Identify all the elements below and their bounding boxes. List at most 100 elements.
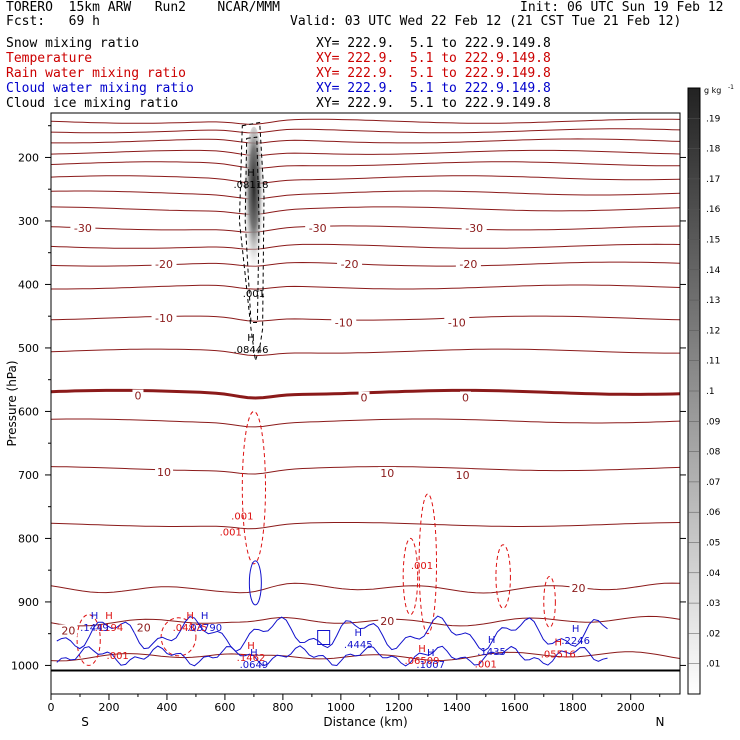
cloud-ice-shading bbox=[242, 126, 265, 303]
legend-cloudwater-xy: XY= 222.9. 5.1 to 222.9.149.8 bbox=[316, 81, 551, 96]
isotherm-line bbox=[50, 225, 681, 233]
snow-max-marker: H bbox=[247, 333, 255, 344]
legend-cloudice-xy: XY= 222.9. 5.1 to 222.9.149.8 bbox=[316, 96, 551, 111]
y-tick-label: 600 bbox=[18, 405, 39, 418]
legend-rain-xy: XY= 222.9. 5.1 to 222.9.149.8 bbox=[316, 66, 551, 81]
rain-max-marker: H bbox=[186, 611, 194, 622]
y-tick-label: 1000 bbox=[11, 659, 39, 672]
isotherm-label-bg bbox=[461, 221, 487, 234]
x-tick-label: 600 bbox=[214, 701, 235, 714]
cloud-water-max-marker: H bbox=[572, 624, 580, 635]
isotherm-line bbox=[50, 190, 681, 200]
cloud-water-contour bbox=[56, 645, 608, 667]
y-tick-label: 300 bbox=[18, 215, 39, 228]
snow-max-value: .08446 bbox=[234, 345, 269, 356]
isotherm-label: -30 bbox=[74, 222, 92, 235]
isotherm-label: -10 bbox=[448, 317, 466, 330]
rain-water-contour bbox=[160, 617, 197, 657]
y-tick-label: 700 bbox=[18, 469, 39, 482]
rain-max-value: .05516 bbox=[541, 650, 576, 661]
x-tick-label: 800 bbox=[272, 701, 293, 714]
isotherm-label: -20 bbox=[341, 258, 359, 271]
isotherm-label-bg bbox=[134, 621, 153, 634]
rain-max-marker: H bbox=[554, 638, 562, 649]
isotherm-label: 20 bbox=[137, 621, 151, 634]
cloud-ice-contour bbox=[244, 136, 260, 323]
isotherm-line bbox=[51, 284, 681, 290]
colorbar-tick-label: .15 bbox=[706, 236, 720, 246]
cloud-ice-max-marker: H bbox=[247, 168, 255, 179]
isotherm-label-bg bbox=[337, 258, 363, 271]
rain-water-contour bbox=[495, 544, 511, 609]
y-tick-label: 400 bbox=[18, 278, 39, 291]
cloud-water-max-marker: H bbox=[250, 648, 258, 659]
legend-temperature-label: Temperature bbox=[6, 51, 93, 66]
colorbar-unit: g kg bbox=[704, 86, 721, 95]
cloud-water-contour bbox=[248, 560, 262, 606]
rain-max-value: .1194 bbox=[95, 623, 124, 634]
x-axis-label: Distance (km) bbox=[323, 715, 407, 729]
cloud-water-max-value: .1449 bbox=[80, 623, 109, 634]
rain-contour-label: .001 bbox=[475, 659, 497, 670]
cloud-water-max-marker: H bbox=[91, 611, 99, 622]
north-label: N bbox=[656, 715, 665, 729]
cloud-water-max-marker: H bbox=[427, 648, 435, 659]
rain-max-marker: H bbox=[418, 644, 426, 655]
cloud-water-max-value: .0649 bbox=[240, 660, 269, 671]
x-tick-label: 2000 bbox=[617, 701, 645, 714]
isotherm-label-bg bbox=[151, 258, 177, 271]
colorbar-tick-label: .02 bbox=[706, 629, 720, 639]
cloud-water-max-marker: H bbox=[488, 635, 496, 646]
rain-water-contour bbox=[76, 614, 101, 666]
colorbar-tick-label: .1 bbox=[706, 387, 715, 397]
isotherm-label: 0 bbox=[361, 391, 368, 404]
isotherm-label-bg bbox=[444, 316, 470, 329]
isotherm-line bbox=[50, 149, 681, 156]
isotherm-label-bg bbox=[455, 258, 481, 271]
isotherm-line bbox=[50, 348, 680, 357]
colorbar-tick-label: .16 bbox=[706, 205, 721, 215]
isotherm-label-bg bbox=[331, 316, 357, 329]
y-tick-label: 200 bbox=[18, 151, 39, 164]
x-tick-label: 1000 bbox=[327, 701, 355, 714]
legend-temperature-xy: XY= 222.9. 5.1 to 222.9.149.8 bbox=[316, 51, 551, 66]
legend-snow-xy: XY= 222.9. 5.1 to 222.9.149.8 bbox=[316, 36, 551, 51]
isotherm-label: 10 bbox=[456, 469, 470, 482]
rain-water-contour bbox=[241, 410, 266, 565]
rain-max-marker: H bbox=[105, 611, 113, 622]
isotherm-line bbox=[50, 615, 681, 627]
colorbar-tick-label: .13 bbox=[706, 296, 720, 306]
cloud-water-max-value: .1007 bbox=[416, 660, 445, 671]
isotherm-label: -30 bbox=[309, 222, 327, 235]
colorbar-tick-label: .08 bbox=[706, 448, 721, 458]
rain-contour-label: .001 bbox=[231, 511, 253, 522]
rain-max-value: .04875 bbox=[173, 623, 208, 634]
plot-frame bbox=[50, 112, 681, 695]
rain-contour-label: .001 bbox=[107, 651, 129, 662]
isotherm-line bbox=[50, 161, 680, 169]
legend-rain-label: Rain water mixing ratio bbox=[6, 66, 187, 81]
cloud-water-max-value: .2246 bbox=[561, 636, 590, 647]
colorbar-unit-exponent: -1 bbox=[728, 84, 734, 91]
isotherm-label-bg bbox=[358, 391, 370, 404]
rain-contour-label: .001 bbox=[220, 527, 242, 538]
valid-time: Valid: 03 UTC Wed 22 Feb 12 (21 CST Tue … bbox=[290, 14, 682, 29]
isotherm-label-bg bbox=[59, 624, 78, 637]
isotherm-label: -20 bbox=[459, 258, 477, 271]
isotherm-label: 0 bbox=[134, 390, 141, 403]
isotherm-line bbox=[51, 138, 681, 144]
cloud-water-max-value: .4445 bbox=[344, 640, 373, 651]
cloud-water-max-value: .1435 bbox=[477, 647, 506, 658]
colorbar-tick-label: .03 bbox=[706, 599, 720, 609]
forecast-hour: Fcst: 69 h bbox=[6, 14, 100, 29]
rain-max-marker: H bbox=[247, 641, 255, 652]
cloud-ice-contour-label: .001 bbox=[243, 289, 265, 300]
isotherm-line bbox=[50, 651, 681, 662]
colorbar-tick-label: .04 bbox=[706, 569, 721, 579]
cloud-water-max-marker: H bbox=[201, 611, 209, 622]
isotherm-label-bg bbox=[453, 468, 472, 481]
x-tick-label: 400 bbox=[156, 701, 177, 714]
rain-water-contour bbox=[402, 537, 419, 616]
isotherm-label-bg bbox=[460, 391, 472, 404]
model-title: TORERO 15km ARW Run2 NCAR/MMM bbox=[6, 0, 280, 15]
